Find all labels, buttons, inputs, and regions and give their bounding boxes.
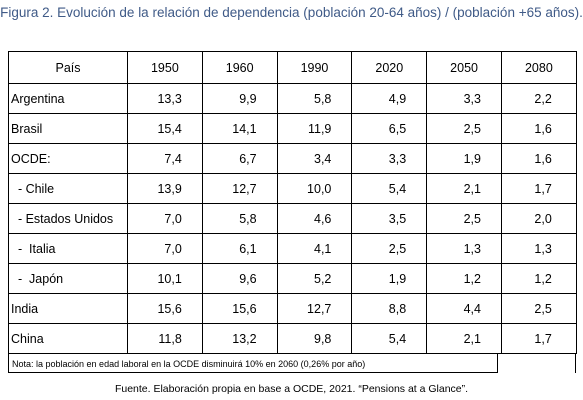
value-cell: 1,7 — [500, 323, 577, 354]
header-year: 1960 — [201, 51, 278, 84]
value-cell: 11,8 — [127, 323, 203, 354]
value-cell: 5,4 — [351, 323, 428, 354]
value-cell: 1,7 — [500, 173, 577, 204]
figure-title: Figura 2. Evolución de la relación de de… — [0, 5, 583, 20]
value-cell: 1,2 — [500, 263, 577, 294]
value-cell: 15,4 — [127, 113, 203, 144]
country-cell: - Italia — [8, 233, 128, 264]
value-cell: 9,8 — [276, 323, 353, 354]
country-cell: China — [8, 323, 128, 354]
table-row: - Estados Unidos 7,0 5,8 4,6 3,5 2,5 2,0 — [8, 203, 577, 234]
table-header-row: País 1950 1960 1990 2020 2050 2080 — [8, 51, 577, 84]
value-cell: 3,3 — [426, 83, 502, 114]
table-right-border — [575, 353, 576, 373]
value-cell: 4,6 — [276, 203, 353, 234]
value-cell: 12,7 — [276, 293, 353, 324]
table-note: Nota: la población en edad laboral en la… — [12, 359, 366, 369]
value-cell: 3,3 — [351, 143, 428, 174]
header-country: País — [8, 51, 128, 84]
value-cell: 6,5 — [351, 113, 428, 144]
country-cell: OCDE: — [8, 143, 128, 174]
value-cell: 2,1 — [426, 323, 502, 354]
value-cell: 2,1 — [426, 173, 502, 204]
dependency-ratio-table: País 1950 1960 1990 2020 2050 2080 Argen… — [8, 51, 577, 354]
country-cell: - Estados Unidos — [8, 203, 128, 234]
value-cell: 5,8 — [201, 203, 278, 234]
value-cell: 2,5 — [426, 113, 502, 144]
value-cell: 10,0 — [276, 173, 353, 204]
value-cell: 2,5 — [500, 293, 577, 324]
value-cell: 1,9 — [426, 143, 502, 174]
value-cell: 7,4 — [127, 143, 203, 174]
country-cell: Brasil — [8, 113, 128, 144]
value-cell: 2,0 — [500, 203, 577, 234]
value-cell: 15,6 — [127, 293, 203, 324]
value-cell: 1,6 — [500, 113, 577, 144]
table-row: Argentina 13,3 9,9 5,8 4,9 3,3 2,2 — [8, 83, 577, 114]
value-cell: 9,6 — [201, 263, 278, 294]
country-cell: - Japón — [8, 263, 128, 294]
table-row: - Italia 7,0 6,1 4,1 2,5 1,3 1,3 — [8, 233, 577, 264]
table-row: Brasil 15,4 14,1 11,9 6,5 2,5 1,6 — [8, 113, 577, 144]
value-cell: 7,0 — [127, 203, 203, 234]
value-cell: 1,2 — [426, 263, 502, 294]
value-cell: 8,8 — [351, 293, 428, 324]
header-year: 2050 — [426, 51, 502, 84]
value-cell: 1,6 — [500, 143, 577, 174]
header-year: 1950 — [127, 51, 203, 84]
value-cell: 15,6 — [201, 293, 278, 324]
value-cell: 2,5 — [426, 203, 502, 234]
value-cell: 3,4 — [276, 143, 353, 174]
country-cell: Argentina — [8, 83, 128, 114]
value-cell: 5,8 — [276, 83, 353, 114]
value-cell: 13,2 — [201, 323, 278, 354]
value-cell: 13,3 — [127, 83, 203, 114]
value-cell: 6,1 — [201, 233, 278, 264]
value-cell: 4,9 — [351, 83, 428, 114]
value-cell: 14,1 — [201, 113, 278, 144]
value-cell: 1,3 — [426, 233, 502, 264]
value-cell: 6,7 — [201, 143, 278, 174]
value-cell: 10,1 — [127, 263, 203, 294]
country-cell: - Chile — [8, 173, 128, 204]
value-cell: 2,2 — [500, 83, 577, 114]
value-cell: 4,4 — [426, 293, 502, 324]
value-cell: 1,3 — [500, 233, 577, 264]
value-cell: 7,0 — [127, 233, 203, 264]
source-caption: Fuente. Elaboración propia en base a OCD… — [114, 383, 469, 395]
value-cell: 12,7 — [201, 173, 278, 204]
header-year: 1990 — [276, 51, 353, 84]
value-cell: 3,5 — [351, 203, 428, 234]
value-cell: 13,9 — [127, 173, 203, 204]
table-row: India 15,6 15,6 12,7 8,8 4,4 2,5 — [8, 293, 577, 324]
header-year: 2080 — [500, 51, 577, 84]
country-cell: India — [8, 293, 128, 324]
value-cell: 1,9 — [351, 263, 428, 294]
value-cell: 9,9 — [201, 83, 278, 114]
note-box — [8, 353, 498, 373]
table-row: OCDE: 7,4 6,7 3,4 3,3 1,9 1,6 — [8, 143, 577, 174]
value-cell: 2,5 — [351, 233, 428, 264]
header-year: 2020 — [351, 51, 428, 84]
value-cell: 11,9 — [276, 113, 353, 144]
value-cell: 4,1 — [276, 233, 353, 264]
table-row: - Chile 13,9 12,7 10,0 5,4 2,1 1,7 — [8, 173, 577, 204]
table-row: China 11,8 13,2 9,8 5,4 2,1 1,7 — [8, 323, 577, 354]
value-cell: 5,4 — [351, 173, 428, 204]
value-cell: 5,2 — [276, 263, 353, 294]
table-row: - Japón 10,1 9,6 5,2 1,9 1,2 1,2 — [8, 263, 577, 294]
